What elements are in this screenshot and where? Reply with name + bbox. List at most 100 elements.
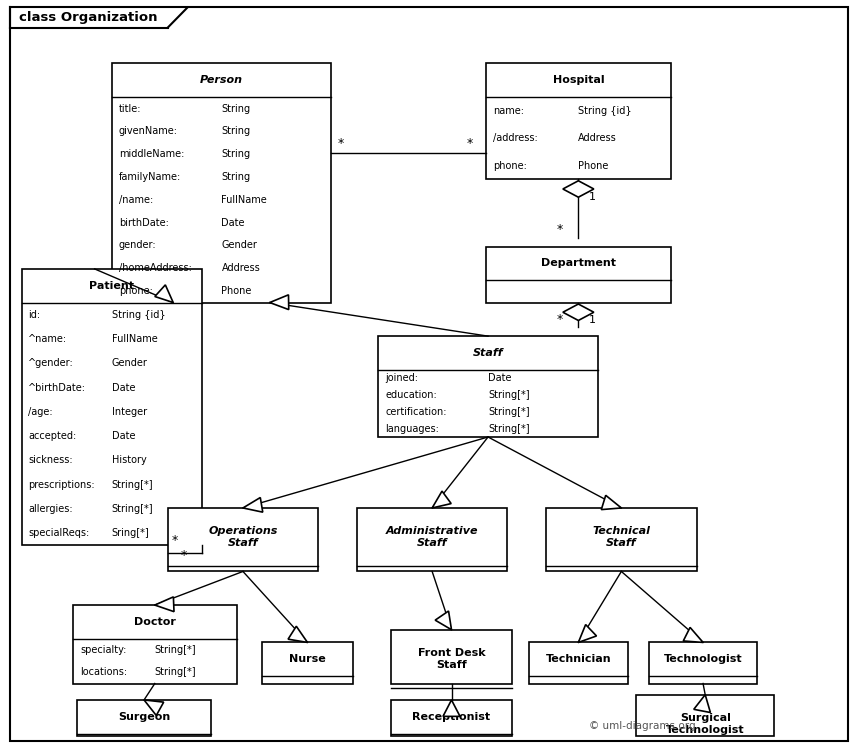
Text: *: * xyxy=(181,549,187,562)
Text: languages:: languages: xyxy=(385,424,439,433)
Text: Address: Address xyxy=(222,263,261,273)
FancyBboxPatch shape xyxy=(73,605,236,684)
Text: middleName:: middleName: xyxy=(119,149,184,159)
Text: certification:: certification: xyxy=(385,407,447,417)
Text: History: History xyxy=(112,456,146,465)
Text: String {id}: String {id} xyxy=(578,106,632,116)
Polygon shape xyxy=(562,181,593,197)
Text: specialReqs:: specialReqs: xyxy=(28,528,89,538)
Text: String: String xyxy=(222,149,250,159)
Polygon shape xyxy=(288,626,308,642)
Text: sickness:: sickness: xyxy=(28,456,73,465)
Polygon shape xyxy=(155,285,173,303)
Polygon shape xyxy=(155,597,174,612)
Text: ^name:: ^name: xyxy=(28,334,67,344)
Text: String[*]: String[*] xyxy=(112,504,153,514)
Text: givenName:: givenName: xyxy=(119,126,178,137)
Text: Receptionist: Receptionist xyxy=(413,712,490,722)
FancyBboxPatch shape xyxy=(77,700,211,736)
Text: String {id}: String {id} xyxy=(112,310,165,320)
Text: Person: Person xyxy=(200,75,243,85)
Text: String[*]: String[*] xyxy=(155,645,196,655)
Text: ^gender:: ^gender: xyxy=(28,359,74,368)
FancyBboxPatch shape xyxy=(112,63,331,303)
Text: 1: 1 xyxy=(588,192,596,202)
Text: Technician: Technician xyxy=(545,654,611,664)
Text: Date: Date xyxy=(112,382,135,392)
FancyBboxPatch shape xyxy=(378,336,598,437)
Text: class Organization: class Organization xyxy=(19,10,157,24)
Text: /age:: /age: xyxy=(28,407,53,417)
Text: Administrative
Staff: Administrative Staff xyxy=(386,527,478,548)
Text: gender:: gender: xyxy=(119,241,157,250)
Text: Surgical
Technologist: Surgical Technologist xyxy=(666,713,745,734)
Text: locations:: locations: xyxy=(80,667,127,678)
Text: String[*]: String[*] xyxy=(155,667,196,678)
Text: joined:: joined: xyxy=(385,374,418,383)
Text: Address: Address xyxy=(578,133,617,143)
FancyBboxPatch shape xyxy=(391,630,512,684)
Text: String: String xyxy=(222,172,250,182)
Text: String[*]: String[*] xyxy=(488,407,530,417)
Text: String[*]: String[*] xyxy=(112,480,153,489)
Text: /homeAddress:: /homeAddress: xyxy=(119,263,192,273)
Text: *: * xyxy=(557,313,563,326)
Text: Date: Date xyxy=(112,431,135,441)
Text: /name:: /name: xyxy=(119,195,153,205)
Text: familyName:: familyName: xyxy=(119,172,181,182)
Text: Date: Date xyxy=(222,217,245,228)
Text: prescriptions:: prescriptions: xyxy=(28,480,95,489)
Text: *: * xyxy=(557,223,563,236)
Text: String[*]: String[*] xyxy=(488,390,530,400)
Text: accepted:: accepted: xyxy=(28,431,77,441)
Text: FullName: FullName xyxy=(112,334,157,344)
Text: Department: Department xyxy=(541,258,616,268)
Text: Sring[*]: Sring[*] xyxy=(112,528,150,538)
Polygon shape xyxy=(243,498,263,512)
Text: /address:: /address: xyxy=(493,133,538,143)
Text: *: * xyxy=(338,137,344,150)
Text: title:: title: xyxy=(119,104,141,114)
Text: String: String xyxy=(222,126,250,137)
FancyBboxPatch shape xyxy=(546,508,697,571)
Polygon shape xyxy=(578,624,597,642)
Text: specialty:: specialty: xyxy=(80,645,126,655)
Text: Nurse: Nurse xyxy=(289,654,326,664)
Text: Gender: Gender xyxy=(112,359,148,368)
Text: FullName: FullName xyxy=(222,195,267,205)
Text: Front Desk
Staff: Front Desk Staff xyxy=(418,648,485,669)
Text: 1: 1 xyxy=(588,315,596,326)
FancyBboxPatch shape xyxy=(649,642,757,684)
Text: String: String xyxy=(222,104,250,114)
Text: © uml-diagrams.org: © uml-diagrams.org xyxy=(589,721,696,731)
Text: Surgeon: Surgeon xyxy=(118,712,170,722)
FancyBboxPatch shape xyxy=(22,269,202,545)
FancyBboxPatch shape xyxy=(486,247,671,303)
Text: Operations
Staff: Operations Staff xyxy=(208,527,278,548)
FancyBboxPatch shape xyxy=(357,508,507,571)
FancyBboxPatch shape xyxy=(262,642,353,684)
Text: allergies:: allergies: xyxy=(28,504,73,514)
Text: Technologist: Technologist xyxy=(664,654,742,664)
FancyBboxPatch shape xyxy=(391,700,512,736)
Text: String[*]: String[*] xyxy=(488,424,530,433)
Polygon shape xyxy=(432,491,452,508)
Text: Integer: Integer xyxy=(112,407,147,417)
Polygon shape xyxy=(435,611,452,630)
FancyBboxPatch shape xyxy=(636,695,774,736)
Polygon shape xyxy=(601,495,621,509)
Text: education:: education: xyxy=(385,390,437,400)
Text: phone:: phone: xyxy=(493,161,526,170)
Text: Patient: Patient xyxy=(89,281,134,291)
Text: Date: Date xyxy=(488,374,512,383)
Text: birthDate:: birthDate: xyxy=(119,217,169,228)
Text: name:: name: xyxy=(493,106,524,116)
FancyBboxPatch shape xyxy=(529,642,628,684)
Text: id:: id: xyxy=(28,310,40,320)
FancyBboxPatch shape xyxy=(486,63,671,179)
Polygon shape xyxy=(683,627,703,642)
Text: Phone: Phone xyxy=(578,161,609,170)
FancyBboxPatch shape xyxy=(168,508,318,571)
Polygon shape xyxy=(562,304,593,320)
Text: *: * xyxy=(172,534,178,547)
